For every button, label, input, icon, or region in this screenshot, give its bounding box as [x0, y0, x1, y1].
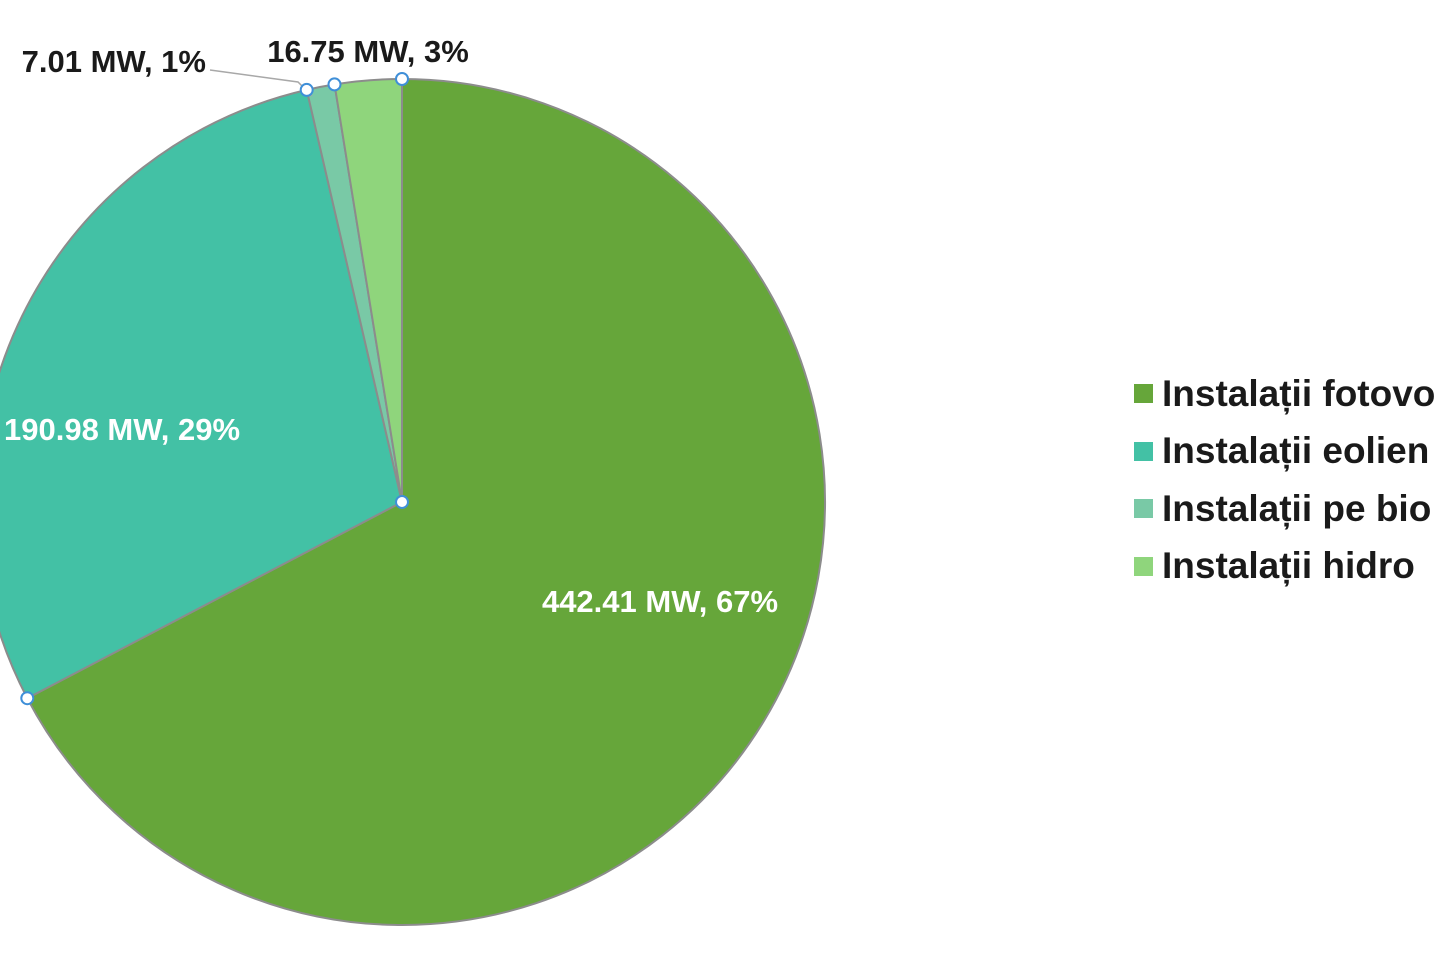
legend-swatch-bio	[1134, 499, 1153, 519]
legend-swatch-eolien	[1134, 441, 1153, 461]
data-label-fotovo: 442.41 MW, 67%	[542, 584, 778, 619]
legend-label-eolien: Instalații eolien	[1162, 430, 1430, 472]
data-label-hidro: 16.75 MW, 3%	[267, 34, 469, 69]
legend-label-bio: Instalații pe bio	[1162, 487, 1432, 529]
selection-handle-center[interactable]	[395, 495, 409, 509]
legend-label-hidro: Instalații hidro	[1162, 545, 1415, 587]
selection-handle-edge[interactable]	[327, 77, 342, 92]
legend: Instalații fotovo Instalații eolien Inst…	[1134, 365, 1435, 595]
legend-item-hidro: Instalații hidro	[1134, 538, 1435, 596]
selection-handle-edge[interactable]	[395, 72, 409, 86]
data-label-eolien: 190.98 MW, 29%	[4, 412, 240, 447]
pie-slice-eolien[interactable]	[0, 88, 404, 700]
legend-item-bio: Instalații pe bio	[1134, 480, 1435, 538]
legend-swatch-fotovo	[1134, 384, 1153, 404]
data-label-bio: 7.01 MW, 1%	[22, 44, 206, 79]
pie-slices	[0, 77, 826, 926]
selection-handle-edge[interactable]	[299, 82, 314, 97]
pie-slice-fotovo[interactable]	[25, 77, 826, 926]
selection-handles	[20, 72, 409, 706]
legend-item-eolien: Instalații eolien	[1134, 423, 1435, 481]
legend-swatch-hidro	[1134, 556, 1153, 576]
legend-item-fotovo: Instalații fotovo	[1134, 365, 1435, 423]
data-labels: 442.41 MW, 67% 190.98 MW, 29% 7.01 MW, 1…	[4, 34, 778, 619]
selection-handle-edge[interactable]	[20, 691, 35, 706]
legend-label-fotovo: Instalații fotovo	[1162, 372, 1436, 414]
